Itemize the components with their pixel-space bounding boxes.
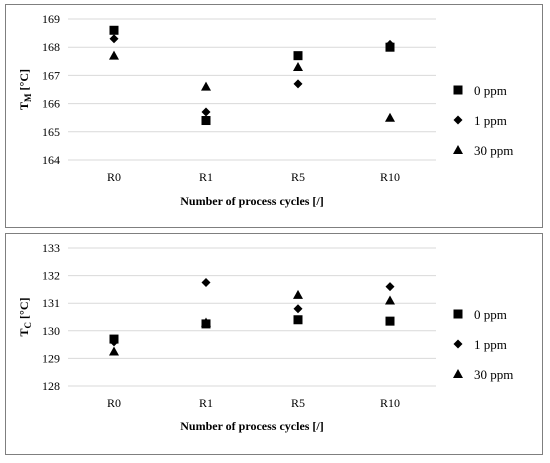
crystallization-temperature-chart-panel: 128 129 130 131 132 133 R0 R1 R5 R10 Number of pro… — [5, 233, 543, 455]
x-axis-title: Number of process cycles [/] — [180, 419, 324, 433]
x-tick-label: R1 — [199, 170, 213, 184]
legend-diamond-marker — [453, 115, 463, 125]
data-point-triangle — [109, 50, 119, 60]
data-point-diamond — [385, 282, 395, 292]
melting-temperature-chart-panel: 164 165 166 167 168 169 R0 R1 R5 R10 Number of pro… — [5, 4, 543, 228]
data-point-diamond — [201, 107, 211, 117]
x-tick-label: R5 — [291, 396, 305, 410]
data-point-square — [293, 51, 303, 61]
x-tick-label: R5 — [291, 170, 305, 184]
y-tick-label: 167 — [42, 68, 60, 82]
legend-label: 0 ppm — [474, 307, 507, 322]
data-point-square — [385, 316, 395, 326]
y-tick-label: 130 — [42, 324, 60, 338]
crystallization-temperature-chart: 128 129 130 131 132 133 R0 R1 R5 R10 Number of pro… — [17, 241, 513, 433]
x-axis-title: Number of process cycles [/] — [180, 194, 324, 208]
x-tick-label: R10 — [380, 396, 400, 410]
y-tick-label: 168 — [42, 40, 60, 54]
data-point-triangle — [385, 295, 395, 305]
legend-label: 0 ppm — [474, 83, 507, 98]
data-point-triangle — [293, 289, 303, 299]
data-point-triangle — [293, 61, 303, 71]
data-point-diamond — [385, 39, 395, 49]
y-tick-label: 133 — [42, 241, 60, 255]
data-point-diamond — [201, 278, 211, 287]
y-tick-label: 131 — [42, 296, 60, 310]
x-tick-label: R1 — [199, 396, 213, 410]
data-point-diamond — [293, 79, 303, 89]
y-axis-title: TM [°C] — [17, 69, 33, 110]
data-point-square — [201, 116, 211, 126]
legend-label: 30 ppm — [474, 367, 513, 382]
data-point-diamond — [109, 337, 119, 347]
legend-label: 1 ppm — [474, 113, 507, 128]
data-point-triangle — [385, 112, 395, 122]
x-tick-label: R10 — [380, 170, 400, 184]
legend-triangle-marker — [453, 369, 463, 378]
y-tick-label: 132 — [42, 269, 60, 283]
y-tick-label: 165 — [42, 125, 60, 139]
legend-label: 30 ppm — [474, 143, 513, 158]
melting-temperature-chart: 164 165 166 167 168 169 R0 R1 R5 R10 Number of pro… — [17, 12, 513, 208]
x-tick-label: R0 — [107, 396, 121, 410]
data-point-square — [293, 315, 303, 325]
data-point-diamond — [109, 34, 119, 44]
x-tick-label: R0 — [107, 170, 121, 184]
y-tick-label: 166 — [42, 97, 60, 111]
legend-label: 1 ppm — [474, 337, 507, 352]
data-point-triangle — [201, 81, 211, 91]
data-point-triangle — [109, 346, 119, 356]
legend-diamond-marker — [453, 339, 463, 349]
y-tick-label: 129 — [42, 351, 60, 365]
data-point-diamond — [293, 304, 303, 314]
legend-triangle-marker — [453, 145, 463, 154]
y-tick-label: 169 — [42, 12, 60, 26]
legend-square-marker — [453, 309, 463, 319]
y-tick-label: 128 — [42, 379, 60, 393]
legend-square-marker — [453, 85, 463, 95]
y-axis-title: TC [°C] — [17, 298, 33, 337]
data-point-square — [109, 25, 119, 35]
y-tick-label: 164 — [42, 153, 60, 167]
data-point-triangle — [201, 317, 211, 327]
